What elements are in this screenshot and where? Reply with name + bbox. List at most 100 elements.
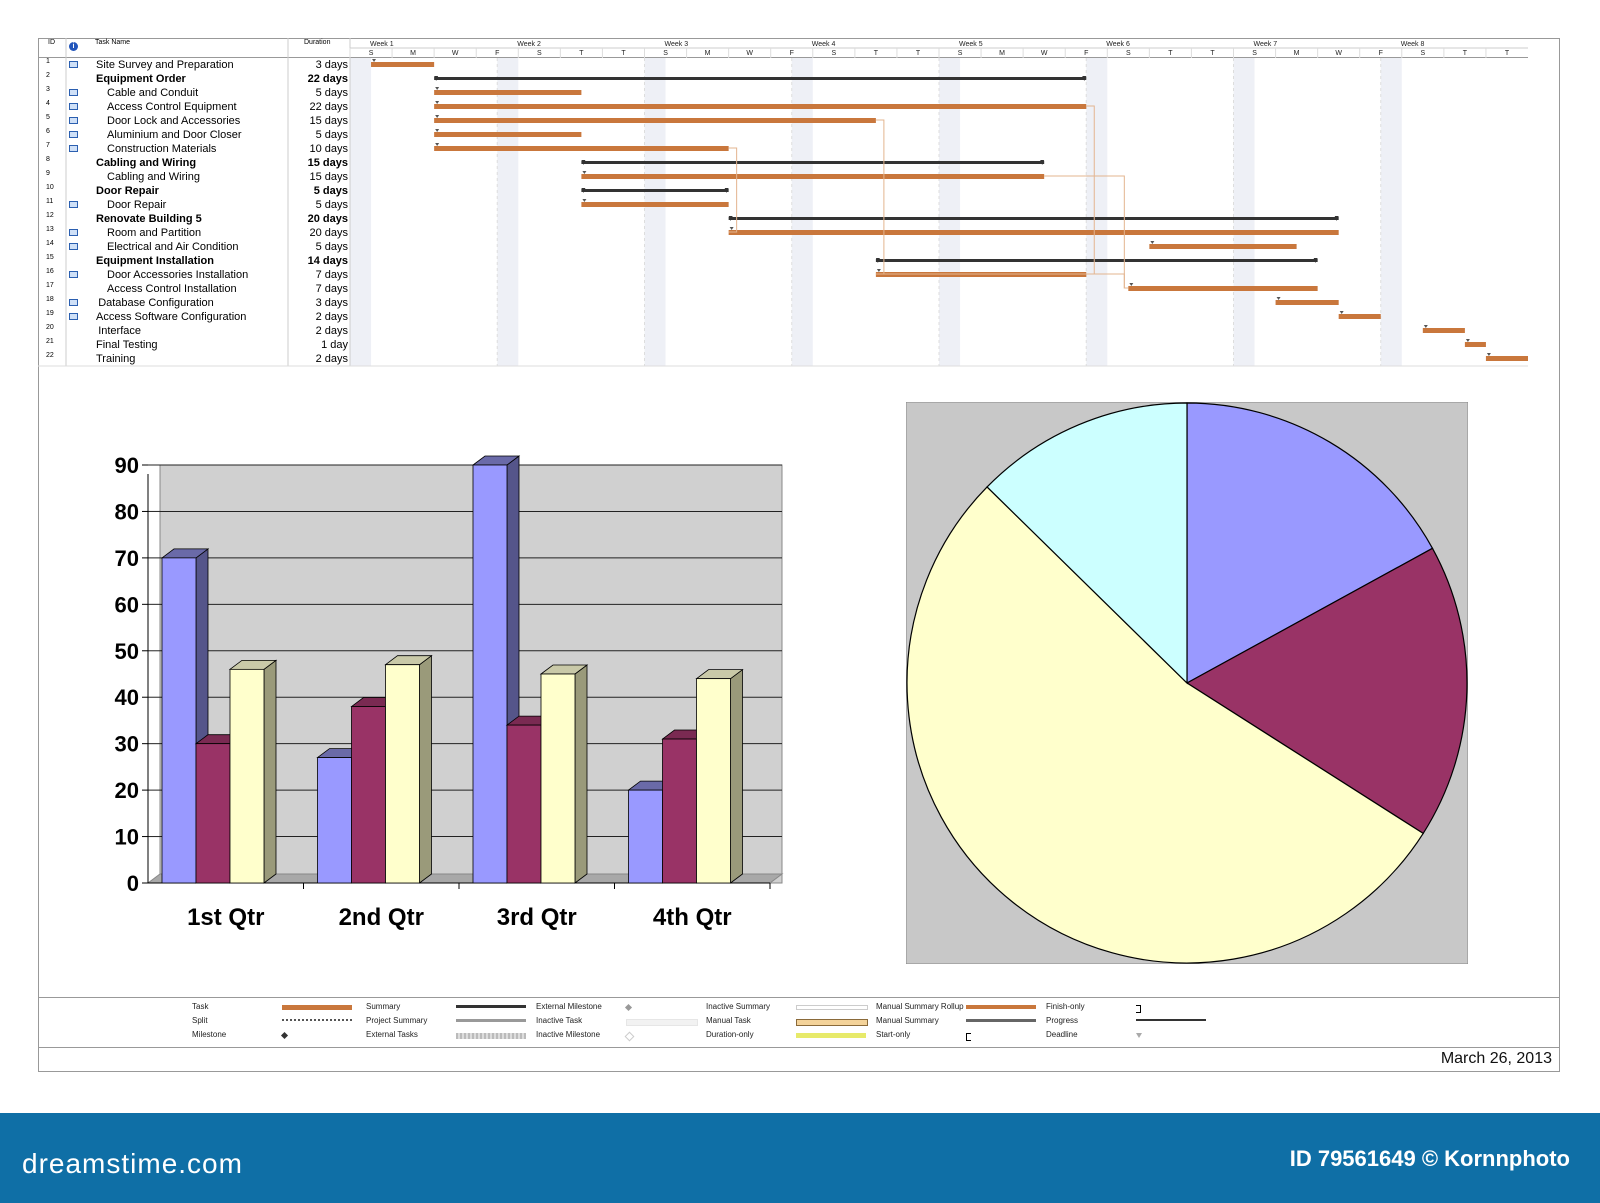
summary-bar[interactable] bbox=[581, 161, 1045, 164]
task-link-arrow bbox=[729, 227, 734, 230]
task-name[interactable]: Door Accessories Installation bbox=[107, 269, 249, 281]
task-name[interactable]: Aluminium and Door Closer bbox=[107, 129, 242, 141]
task-bar[interactable] bbox=[581, 202, 729, 207]
pie-slice[interactable] bbox=[1186, 402, 1434, 685]
summary-bar-start-marker bbox=[728, 216, 733, 221]
dependency-link bbox=[875, 105, 1095, 275]
task-row-id: 11 bbox=[46, 198, 54, 205]
task-name[interactable]: Construction Materials bbox=[107, 143, 217, 155]
task-bar[interactable] bbox=[434, 118, 876, 123]
task-bar[interactable] bbox=[434, 90, 582, 95]
bar[interactable] bbox=[161, 557, 197, 884]
task-link-arrow bbox=[372, 59, 377, 62]
task-name[interactable]: Cabling and Wiring bbox=[96, 157, 197, 169]
task-name[interactable]: Interface bbox=[98, 325, 141, 337]
day-label: T bbox=[1168, 50, 1173, 57]
task-bar[interactable] bbox=[1275, 300, 1339, 305]
pie-slice[interactable] bbox=[986, 402, 1188, 685]
legend-symbol-external bbox=[456, 1033, 526, 1039]
bar[interactable] bbox=[195, 743, 231, 884]
task-name[interactable]: Access Control Equipment bbox=[107, 101, 237, 113]
task-name[interactable]: Door Repair bbox=[96, 185, 159, 197]
task-name[interactable]: Electrical and Air Condition bbox=[107, 241, 239, 253]
task-duration: 5 days bbox=[315, 87, 348, 99]
task-name[interactable]: Site Survey and Preparation bbox=[96, 59, 234, 71]
y-tick-label: 10 bbox=[115, 825, 139, 850]
task-bar[interactable] bbox=[434, 146, 729, 151]
task-link-arrow bbox=[435, 87, 440, 90]
legend-symbol-finishonly bbox=[1136, 1005, 1141, 1013]
task-row-id: 6 bbox=[46, 128, 50, 135]
task-link-arrow bbox=[1150, 241, 1155, 244]
task-name[interactable]: Final Testing bbox=[96, 339, 158, 351]
summary-bar-start-marker bbox=[581, 188, 586, 193]
task-name[interactable]: Training bbox=[96, 353, 136, 365]
bar[interactable] bbox=[472, 464, 508, 884]
day-label: S bbox=[1420, 50, 1425, 57]
task-duration: 20 days bbox=[309, 227, 348, 239]
task-bar[interactable] bbox=[434, 132, 582, 137]
summary-bar[interactable] bbox=[581, 189, 729, 192]
task-name[interactable]: Room and Partition bbox=[107, 227, 202, 239]
task-row-id: 5 bbox=[46, 114, 50, 121]
summary-bar[interactable] bbox=[434, 77, 1087, 80]
bar[interactable] bbox=[628, 789, 663, 884]
task-bar[interactable] bbox=[1464, 342, 1486, 347]
legend-label: Project Summary bbox=[366, 1016, 428, 1025]
legend-symbol-inactivetask bbox=[626, 1019, 698, 1026]
task-name[interactable]: Access Control Installation bbox=[107, 283, 237, 295]
bar-side bbox=[263, 659, 277, 884]
summary-bar-start-marker bbox=[875, 258, 880, 263]
day-label: T bbox=[1210, 50, 1215, 57]
legend-symbol-task bbox=[282, 1005, 352, 1010]
task-duration: 5 days bbox=[315, 129, 348, 141]
task-link-arrow bbox=[1486, 353, 1491, 356]
y-tick-label: 40 bbox=[115, 685, 139, 710]
task-bar[interactable] bbox=[1338, 314, 1381, 319]
task-bar[interactable] bbox=[728, 230, 1339, 235]
task-bar[interactable] bbox=[371, 62, 435, 67]
bar[interactable] bbox=[662, 738, 697, 884]
summary-bar[interactable] bbox=[728, 217, 1339, 220]
task-row-id: 12 bbox=[46, 212, 54, 219]
task-name[interactable]: Door Lock and Accessories bbox=[107, 115, 241, 127]
bar[interactable] bbox=[317, 757, 352, 884]
task-name[interactable]: Cable and Conduit bbox=[107, 87, 199, 99]
bar[interactable] bbox=[540, 673, 576, 884]
task-bar[interactable] bbox=[581, 174, 1045, 179]
bar[interactable] bbox=[351, 706, 386, 884]
bar[interactable] bbox=[385, 664, 420, 884]
bar[interactable] bbox=[696, 678, 731, 884]
task-bar[interactable] bbox=[1485, 356, 1528, 361]
task-name[interactable]: Cabling and Wiring bbox=[107, 171, 200, 183]
bar[interactable] bbox=[506, 724, 542, 884]
calendar-icon bbox=[69, 299, 78, 306]
day-label: S bbox=[958, 50, 963, 57]
day-label: T bbox=[621, 50, 626, 57]
pie-slice[interactable] bbox=[906, 486, 1425, 964]
pie-slice[interactable] bbox=[1185, 547, 1468, 835]
task-bar[interactable] bbox=[1128, 286, 1318, 291]
task-bar[interactable] bbox=[1149, 244, 1297, 249]
task-bar[interactable] bbox=[434, 104, 1087, 109]
task-name[interactable]: Equipment Installation bbox=[96, 255, 214, 267]
task-name[interactable]: Access Software Configuration bbox=[96, 311, 247, 323]
week-label: Week 6 bbox=[1106, 41, 1130, 48]
day-label: T bbox=[874, 50, 879, 57]
task-name[interactable]: Equipment Order bbox=[96, 73, 186, 85]
legend-label: Progress bbox=[1046, 1016, 1079, 1025]
legend-label: Start-only bbox=[876, 1030, 911, 1039]
task-name[interactable]: Door Repair bbox=[107, 199, 167, 211]
weekend-shade bbox=[939, 58, 961, 366]
task-bar[interactable] bbox=[1422, 328, 1465, 333]
week-label: Week 2 bbox=[517, 41, 541, 48]
task-name[interactable]: Database Configuration bbox=[98, 297, 214, 309]
day-label: F bbox=[790, 50, 794, 57]
calendar-icon bbox=[69, 229, 78, 236]
bar[interactable] bbox=[229, 668, 265, 884]
summary-bar[interactable] bbox=[875, 259, 1318, 262]
task-name[interactable]: Renovate Building 5 bbox=[96, 213, 202, 225]
weekend-shade bbox=[1086, 58, 1108, 366]
legend-symbol-summary bbox=[456, 1005, 526, 1008]
dependency-link bbox=[728, 147, 738, 233]
